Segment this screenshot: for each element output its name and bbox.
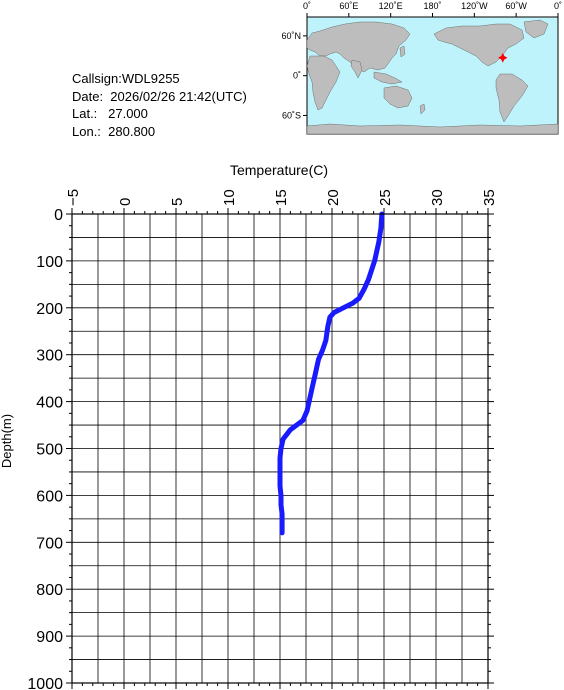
temperature-depth-plot: −5 0 5 10 15 20 25 30 35 01002003004005006007008… bbox=[0, 162, 498, 690]
map-lat-label: 60˚N bbox=[281, 31, 301, 41]
map-lon-label: 0˚ bbox=[554, 1, 562, 11]
y-tick-label: 500 bbox=[36, 442, 63, 459]
y-tick-label: 1000 bbox=[27, 676, 63, 690]
y-tick-label: 300 bbox=[36, 348, 63, 365]
x-tick-labels: −5 0 5 10 15 20 25 30 35 bbox=[65, 189, 498, 206]
land-india bbox=[350, 59, 363, 79]
longitude-text: Lon.: 280.800 bbox=[72, 123, 156, 139]
map-lon-label: 120˚E bbox=[379, 1, 403, 11]
x-tick-label: 15 bbox=[273, 189, 290, 206]
station-location-marker bbox=[497, 52, 508, 63]
map-frame-ticks bbox=[303, 13, 559, 116]
land-antarctica bbox=[306, 123, 559, 135]
x-tick-label: −5 bbox=[65, 189, 82, 206]
world-map: 0˚ 60˚E 120˚E 180˚ 120˚W 60˚W 0˚ 60˚N 0˚ 60˚S bbox=[281, 1, 562, 135]
temperature-profile-line bbox=[277, 211, 385, 536]
x-tick-label: 35 bbox=[481, 189, 498, 206]
map-marker-layer bbox=[497, 52, 508, 63]
series-layer bbox=[277, 211, 385, 536]
y-axis-label: Depth(m) bbox=[0, 414, 14, 468]
station-info: Callsign:WDL9255 Date: 2026/02/26 21:42(… bbox=[72, 70, 247, 140]
x-tick-label: 30 bbox=[429, 189, 446, 206]
map-lon-label: 120˚W bbox=[461, 1, 488, 11]
x-tick-label: 20 bbox=[325, 189, 342, 206]
land-japan bbox=[399, 45, 406, 58]
map-lon-label: 0˚ bbox=[303, 1, 311, 11]
land-south-america bbox=[495, 73, 529, 123]
land-indonesia bbox=[373, 71, 403, 85]
y-tick-label: 100 bbox=[36, 254, 63, 271]
date-text: Date: 2026/02/26 21:42(UTC) bbox=[72, 88, 247, 104]
land-australia bbox=[383, 85, 413, 109]
land-greenland bbox=[523, 19, 549, 39]
y-tick-label: 200 bbox=[36, 301, 63, 318]
x-tick-label: 10 bbox=[221, 189, 238, 206]
y-tick-label: 600 bbox=[36, 488, 63, 505]
land-new-zealand bbox=[419, 103, 426, 115]
y-tick-label: 700 bbox=[36, 535, 63, 552]
plot-frame bbox=[71, 213, 489, 684]
y-tick-label: 900 bbox=[36, 629, 63, 646]
x-tick-label: 25 bbox=[377, 189, 394, 206]
land-eurasia bbox=[306, 21, 411, 73]
map-lon-label: 180˚ bbox=[423, 1, 441, 11]
y-tick-labels: 0 100 200 300 400 500 600 700 800 900 1000 bbox=[27, 207, 63, 690]
map-lon-labels: 0˚ 60˚E 120˚E 180˚ 120˚W 60˚W 0˚ bbox=[303, 1, 562, 11]
x-tick-label: 0 bbox=[117, 198, 134, 206]
y-tick-label: 400 bbox=[36, 395, 63, 412]
latitude-text: Lat.: 27.000 bbox=[72, 106, 148, 121]
map-lat-labels: 60˚N 0˚ 60˚S bbox=[281, 31, 301, 121]
x-tick-label: 5 bbox=[169, 198, 186, 206]
x-axis-label: Temperature(C) bbox=[230, 162, 328, 178]
callsign-text: Callsign:WDL9255 bbox=[72, 71, 180, 86]
map-lat-label: 0˚ bbox=[293, 71, 301, 81]
land-africa bbox=[306, 55, 341, 111]
map-lat-label: 60˚S bbox=[282, 110, 301, 120]
y-tick-label: 800 bbox=[36, 582, 63, 599]
map-lon-label: 60˚E bbox=[339, 1, 358, 11]
map-land bbox=[306, 19, 559, 135]
map-lon-label: 60˚W bbox=[505, 1, 527, 11]
y-tick-label: 0 bbox=[54, 207, 63, 224]
